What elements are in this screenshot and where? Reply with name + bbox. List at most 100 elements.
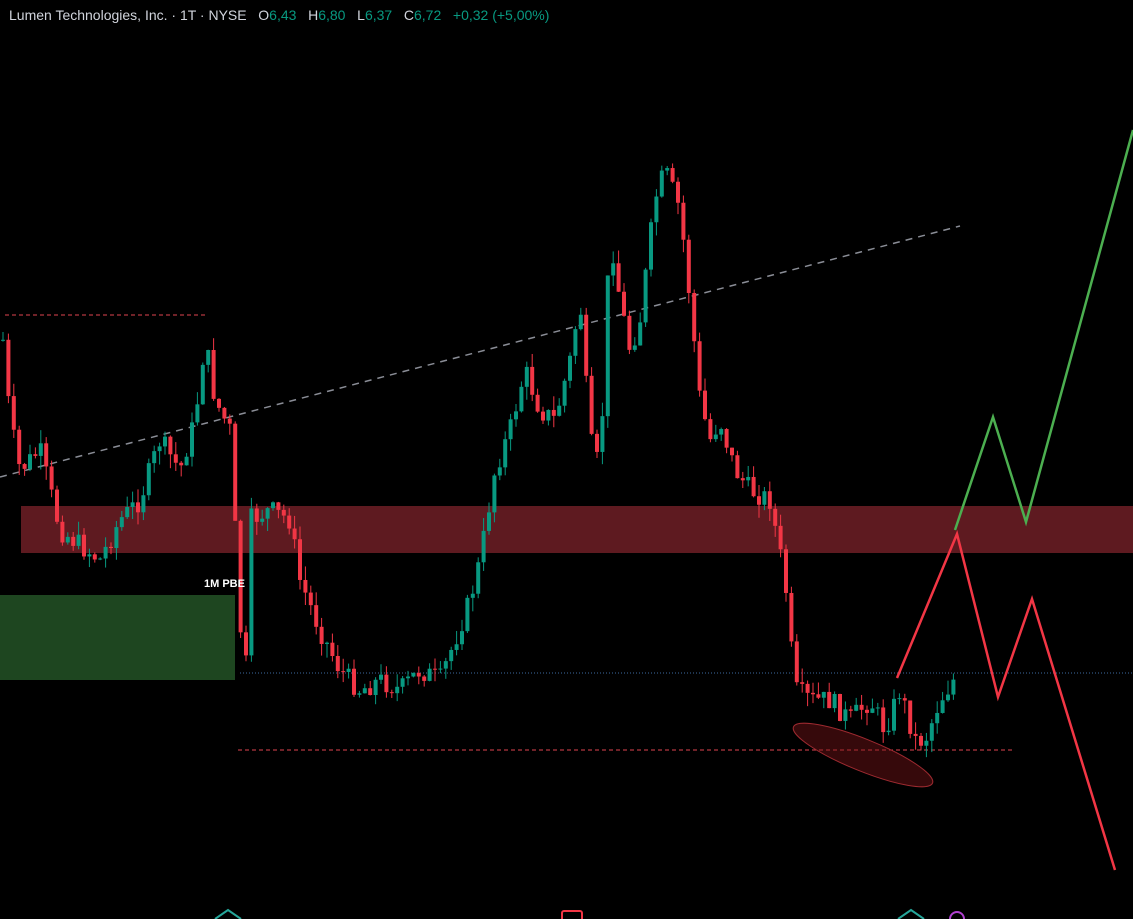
candle-body bbox=[627, 315, 632, 350]
candle-body bbox=[233, 423, 238, 521]
candle-body bbox=[71, 536, 76, 546]
candle-body bbox=[551, 409, 556, 416]
candle-body bbox=[870, 708, 875, 713]
candle-body bbox=[854, 704, 859, 711]
candle-body bbox=[724, 429, 729, 448]
candle-body bbox=[767, 491, 772, 509]
candle-body bbox=[886, 730, 891, 733]
candle-body bbox=[33, 454, 38, 456]
candle-body bbox=[773, 508, 778, 526]
candle-body bbox=[497, 467, 502, 476]
candle-body bbox=[136, 502, 140, 513]
candle-body bbox=[557, 405, 562, 416]
candle-body bbox=[686, 239, 691, 293]
candle-body bbox=[902, 698, 907, 701]
candle-body bbox=[703, 390, 707, 420]
candles bbox=[1, 163, 956, 758]
candle-body bbox=[92, 554, 97, 560]
candle-body bbox=[314, 605, 319, 627]
candle-body bbox=[929, 723, 934, 741]
candle-body bbox=[611, 263, 616, 276]
candle-body bbox=[281, 509, 286, 516]
candle-body bbox=[1, 339, 5, 341]
candle-body bbox=[811, 692, 815, 695]
candle-body bbox=[605, 275, 610, 417]
candle-body bbox=[114, 527, 119, 549]
candle-body bbox=[373, 679, 378, 696]
candle-body bbox=[654, 196, 659, 223]
candle-body bbox=[573, 329, 578, 356]
candle-body bbox=[17, 429, 22, 465]
candle-body bbox=[794, 641, 799, 683]
candle-body bbox=[44, 443, 49, 467]
candle-body bbox=[227, 418, 232, 424]
candle-body bbox=[146, 463, 151, 496]
candle-body bbox=[875, 707, 880, 709]
candle-body bbox=[163, 436, 167, 447]
candle-body bbox=[676, 181, 680, 203]
candle-body bbox=[400, 678, 405, 687]
support-zone bbox=[0, 595, 235, 680]
candle-body bbox=[443, 661, 448, 669]
candle-body bbox=[946, 694, 950, 701]
candle-body bbox=[217, 398, 221, 408]
candle-body bbox=[206, 349, 211, 365]
candle-body bbox=[778, 525, 783, 550]
candle-body bbox=[530, 366, 535, 395]
candle-body bbox=[6, 339, 11, 397]
candle-body bbox=[892, 698, 896, 731]
candle-body bbox=[541, 411, 545, 421]
ohlc-key: L bbox=[357, 7, 365, 23]
candle-body bbox=[789, 592, 794, 642]
candle-body bbox=[476, 562, 481, 594]
candle-body bbox=[287, 515, 292, 529]
candle-body bbox=[757, 496, 761, 505]
candle-body bbox=[325, 642, 329, 644]
ohlc-value: 6,72 bbox=[413, 7, 442, 23]
candle-body bbox=[362, 688, 367, 694]
candle-body bbox=[913, 733, 918, 736]
candle-body bbox=[195, 404, 200, 423]
candle-body bbox=[492, 475, 497, 513]
candle-body bbox=[659, 170, 664, 197]
symbol: Lumen Technologies, Inc. · 1T · NYSE bbox=[9, 7, 247, 23]
candle-body bbox=[908, 700, 913, 734]
candle-body bbox=[821, 691, 826, 698]
candle-body bbox=[503, 439, 508, 468]
candle-body bbox=[109, 546, 113, 549]
candle-body bbox=[384, 674, 389, 693]
candle-body bbox=[881, 707, 886, 733]
candle-body bbox=[152, 451, 157, 464]
candle-body bbox=[816, 694, 821, 698]
resistance-zone bbox=[21, 506, 1133, 553]
candle-body bbox=[616, 263, 621, 292]
candle-body bbox=[330, 642, 335, 657]
candle-body bbox=[265, 508, 270, 519]
candle-body bbox=[730, 447, 734, 456]
candle-body bbox=[578, 314, 583, 330]
candle-body bbox=[800, 682, 805, 684]
ohlc-key: O bbox=[258, 7, 270, 23]
candle-body bbox=[411, 672, 416, 677]
candle-body bbox=[784, 549, 788, 593]
candle-body bbox=[352, 668, 356, 695]
ohlc-value: 6,43 bbox=[269, 7, 297, 23]
candle-body bbox=[519, 386, 524, 412]
ohlc-value: 6,80 bbox=[318, 7, 346, 23]
candle-body bbox=[535, 394, 540, 412]
candle-body bbox=[643, 269, 648, 323]
candle-body bbox=[622, 291, 626, 316]
candle-body bbox=[843, 709, 848, 721]
candle-body bbox=[481, 530, 486, 563]
candle-body bbox=[832, 693, 837, 709]
candle-body bbox=[919, 735, 923, 746]
candle-body bbox=[562, 380, 567, 406]
icon bbox=[949, 911, 965, 919]
candle-body bbox=[98, 558, 103, 560]
candle-body bbox=[222, 407, 227, 419]
icon bbox=[897, 908, 925, 919]
candle-body bbox=[157, 446, 162, 452]
candle-body bbox=[357, 693, 362, 695]
candle-body bbox=[665, 168, 670, 171]
candle-body bbox=[746, 476, 751, 481]
